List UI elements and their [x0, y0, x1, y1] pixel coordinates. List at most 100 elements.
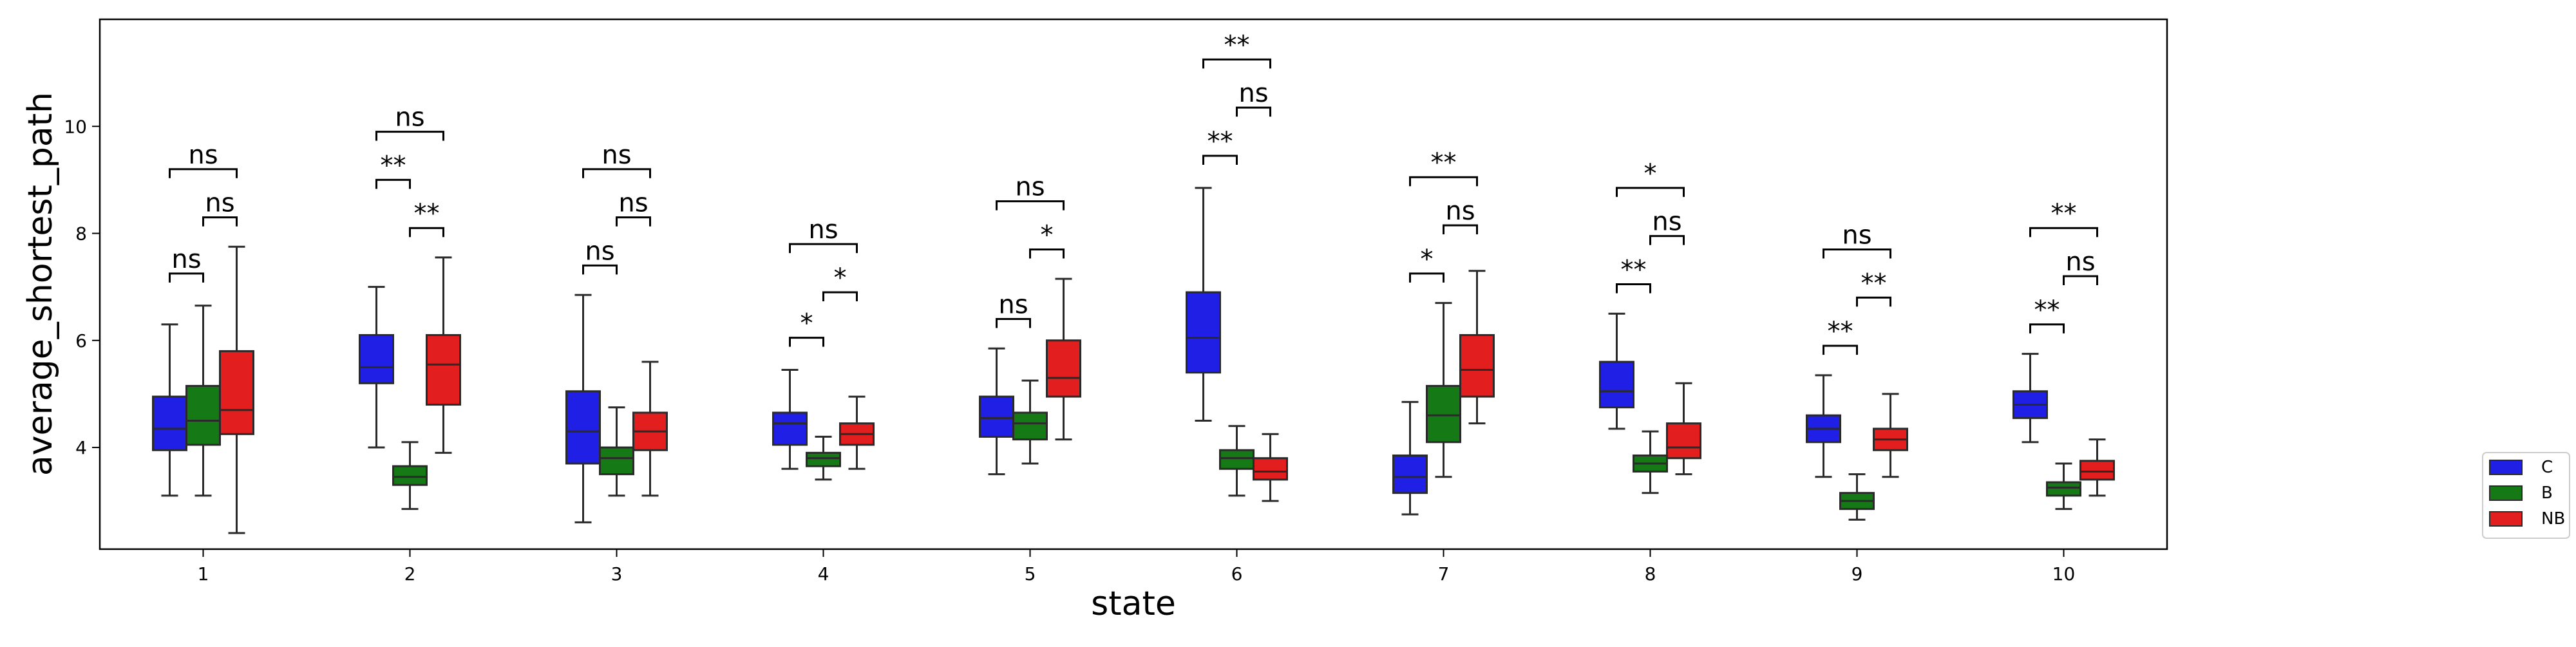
significance-bracket: ns: [1443, 196, 1478, 235]
significance-label: ns: [1445, 196, 1475, 226]
bracket-line: [2029, 323, 2065, 333]
significance-bracket: ns: [789, 215, 858, 254]
box-B-state-7: [1426, 302, 1461, 478]
bracket-line: [202, 216, 238, 227]
box-body: [1253, 457, 1288, 481]
significance-bracket: ns: [169, 245, 204, 283]
significance-label: ns: [2065, 247, 2095, 277]
significance-label: ns: [618, 189, 648, 218]
x-axis-label: state: [1091, 585, 1176, 623]
significance-bracket: ns: [1649, 207, 1685, 245]
significance-label: *: [834, 263, 847, 293]
box-NB-state-7: [1459, 270, 1495, 425]
y-tick-label: 8: [75, 223, 87, 245]
x-tick-label: 5: [1025, 563, 1036, 585]
significance-label: ns: [1238, 79, 1268, 108]
significance-bracket: ns: [1236, 79, 1271, 117]
bracket-line: [996, 200, 1065, 211]
box-B-state-8: [1633, 430, 1668, 494]
bracket-line: [1202, 58, 1271, 69]
box-NB-state-9: [1873, 393, 1908, 478]
legend-label-NB: NB: [2541, 509, 2565, 529]
box-B-state-2: [392, 441, 428, 511]
significance-label: **: [2051, 199, 2077, 229]
significance-bracket: **: [1202, 30, 1271, 69]
bracket-line: [789, 337, 824, 347]
significance-bracket: **: [1856, 268, 1891, 307]
bracket-line: [789, 243, 858, 254]
significance-bracket: **: [1823, 317, 1858, 355]
box-NB-state-3: [632, 361, 668, 497]
legend-swatch-C: [2489, 460, 2523, 475]
significance-bracket: ns: [616, 189, 651, 227]
significance-label: *: [1041, 220, 1054, 250]
bracket-line: [1649, 235, 1685, 245]
significance-bracket: *: [822, 263, 858, 301]
bracket-line: [616, 216, 651, 227]
box-NB-state-2: [426, 256, 461, 454]
x-tick-label: 9: [1852, 563, 1863, 585]
significance-label: **: [1224, 30, 1250, 60]
box-NB-state-8: [1666, 382, 1701, 476]
significance-label: ns: [205, 189, 234, 218]
box-C-state-1: [152, 323, 187, 497]
significance-label: ns: [395, 103, 424, 133]
significance-bracket: **: [409, 199, 444, 238]
significance-label: *: [1644, 159, 1657, 189]
box-C-state-3: [565, 294, 601, 523]
bracket-line: [1856, 296, 1891, 307]
box-body: [2079, 460, 2115, 481]
box-body: [392, 465, 428, 486]
significance-bracket: ns: [169, 140, 238, 178]
significance-bracket: **: [1409, 148, 1478, 187]
significance-label: ns: [1015, 173, 1045, 202]
significance-label: **: [1861, 268, 1887, 298]
box-body: [2046, 481, 2081, 497]
box-body: [565, 390, 601, 465]
box-B-state-10: [2046, 462, 2081, 511]
box-body: [1012, 411, 1048, 441]
legend-swatch-NB: [2489, 511, 2523, 527]
significance-bracket: *: [1029, 220, 1065, 259]
significance-label: ns: [585, 236, 614, 266]
significance-label: ns: [808, 215, 838, 245]
bracket-line: [1823, 344, 1858, 355]
significance-bracket: **: [2029, 199, 2098, 238]
significance-bracket: ns: [582, 236, 618, 275]
box-body: [1186, 291, 1221, 374]
box-body: [1599, 361, 1634, 409]
significance-bracket: **: [2029, 295, 2065, 333]
box-body: [599, 446, 634, 476]
significance-label: **: [414, 199, 440, 229]
significance-bracket: *: [1409, 245, 1444, 283]
box-B-state-4: [806, 435, 841, 481]
significance-label: **: [381, 151, 406, 180]
y-tick-label: 6: [75, 330, 87, 352]
significance-label: **: [1621, 256, 1647, 285]
box-body: [426, 333, 461, 406]
box-body: [1392, 455, 1428, 494]
bracket-line: [996, 318, 1031, 328]
x-tick-label: 2: [404, 563, 416, 585]
significance-bracket: ns: [996, 290, 1031, 328]
box-C-state-9: [1806, 374, 1841, 478]
significance-label: **: [1828, 317, 1853, 346]
box-C-state-6: [1186, 187, 1221, 422]
significance-label: ns: [171, 245, 201, 274]
bracket-line: [169, 272, 204, 283]
box-NB-state-6: [1253, 433, 1288, 502]
significance-bracket: ns: [582, 140, 651, 178]
significance-bracket: ns: [996, 173, 1065, 211]
bracket-line: [1029, 248, 1065, 259]
bracket-line: [582, 264, 618, 275]
box-C-state-4: [772, 369, 808, 470]
box-body: [806, 451, 841, 467]
box-C-state-8: [1599, 312, 1634, 430]
significance-bracket: **: [1616, 256, 1651, 294]
significance-label: ns: [1842, 220, 1871, 250]
bracket-line: [1409, 176, 1478, 187]
box-body: [1459, 333, 1495, 398]
bracket-line: [409, 227, 444, 238]
